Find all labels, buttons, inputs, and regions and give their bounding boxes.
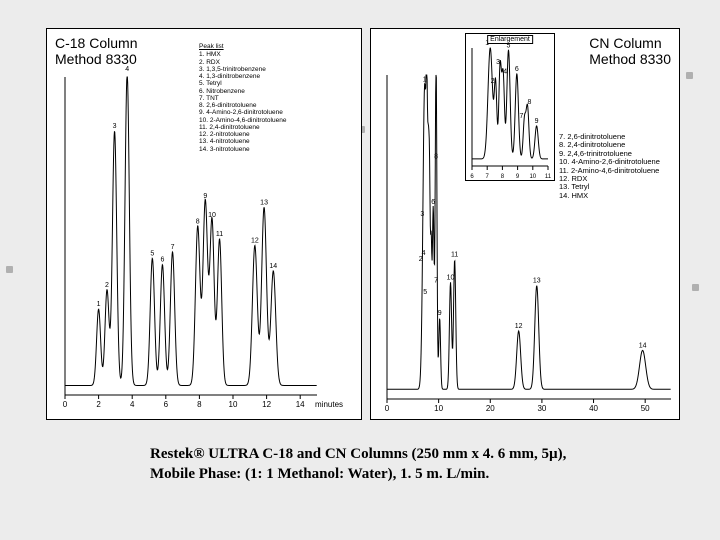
svg-text:9: 9 bbox=[438, 310, 442, 317]
svg-text:3: 3 bbox=[113, 123, 117, 130]
left-chart-title: C-18 Column Method 8330 bbox=[55, 35, 137, 67]
legend-item: 1. HMX bbox=[199, 51, 286, 58]
inset-header: Enlargement bbox=[487, 35, 533, 44]
svg-text:2: 2 bbox=[96, 400, 101, 409]
right-peak-legend: 7. 2,6-dinitrotoluene8. 2,4-dinitrotolue… bbox=[559, 133, 660, 200]
legend-item: 5. Tetryl bbox=[199, 80, 286, 87]
svg-text:3: 3 bbox=[496, 59, 500, 66]
svg-text:2: 2 bbox=[491, 78, 495, 85]
svg-text:7: 7 bbox=[171, 244, 175, 251]
left-peak-legend: Peak list 1. HMX2. RDX3. 1,3,5-trinitrob… bbox=[199, 43, 286, 153]
svg-text:10: 10 bbox=[229, 400, 238, 409]
bullet-decor bbox=[6, 266, 13, 273]
svg-text:40: 40 bbox=[589, 404, 598, 413]
legend-header: Peak list bbox=[199, 43, 286, 50]
svg-text:20: 20 bbox=[486, 404, 495, 413]
svg-text:10: 10 bbox=[529, 174, 536, 180]
svg-text:10: 10 bbox=[447, 274, 455, 281]
legend-item: 7. TNT bbox=[199, 95, 286, 102]
right-chart-title-l2: Method 8330 bbox=[589, 51, 671, 67]
svg-text:6: 6 bbox=[515, 66, 519, 73]
svg-text:30: 30 bbox=[537, 404, 546, 413]
legend-item: 6. Nitrobenzene bbox=[199, 88, 286, 95]
right-chart-title-l1: CN Column bbox=[589, 35, 671, 51]
bullet-decor bbox=[686, 72, 693, 79]
legend-item: 3. 1,3,5-trinitrobenzene bbox=[199, 66, 286, 73]
legend-item: 9. 4-Amino-2,6-dinitrotoluene bbox=[199, 109, 286, 116]
svg-text:11: 11 bbox=[451, 252, 458, 259]
svg-text:11: 11 bbox=[216, 231, 223, 238]
legend-item: 13. 4-nitrotoluene bbox=[199, 138, 286, 145]
legend-item: 11. 2,4-dinitrotoluene bbox=[199, 124, 286, 131]
bullet-decor bbox=[692, 284, 699, 291]
slide-caption: Restek® ULTRA C-18 and CN Columns (250 m… bbox=[150, 444, 650, 485]
svg-text:14: 14 bbox=[269, 263, 277, 270]
svg-text:12: 12 bbox=[262, 400, 271, 409]
svg-text:1: 1 bbox=[423, 77, 427, 84]
svg-text:8: 8 bbox=[501, 174, 505, 180]
svg-text:3: 3 bbox=[420, 211, 424, 218]
svg-text:8: 8 bbox=[197, 400, 202, 409]
svg-text:6: 6 bbox=[431, 199, 435, 206]
svg-text:minutes: minutes bbox=[315, 400, 343, 409]
svg-text:7: 7 bbox=[434, 278, 438, 285]
svg-text:6: 6 bbox=[164, 400, 169, 409]
svg-text:9: 9 bbox=[203, 193, 207, 200]
slide: C-18 Column Method 8330 Peak list 1. HMX… bbox=[0, 0, 720, 540]
svg-text:12: 12 bbox=[251, 238, 259, 245]
svg-text:5: 5 bbox=[150, 250, 154, 257]
legend-item: 14. 3-nitrotoluene bbox=[199, 146, 286, 153]
svg-text:2: 2 bbox=[105, 282, 109, 289]
svg-text:9: 9 bbox=[516, 174, 520, 180]
legend-item: 14. HMX bbox=[559, 192, 660, 200]
svg-text:5: 5 bbox=[423, 289, 427, 296]
svg-text:10: 10 bbox=[208, 212, 216, 219]
left-chart-title-l2: Method 8330 bbox=[55, 51, 137, 67]
svg-text:6: 6 bbox=[470, 174, 474, 180]
legend-item: 10. 2-Amino-4,6-dinitrotoluene bbox=[199, 117, 286, 124]
svg-text:13: 13 bbox=[260, 199, 268, 206]
inset-chromatogram-svg: 67891011123456789 bbox=[466, 34, 554, 180]
svg-text:6: 6 bbox=[160, 257, 164, 264]
svg-text:4: 4 bbox=[130, 400, 135, 409]
caption-line2: Mobile Phase: (1: 1 Methanol: Water), 1.… bbox=[150, 466, 489, 482]
svg-text:12: 12 bbox=[515, 323, 523, 330]
svg-text:8: 8 bbox=[434, 153, 438, 160]
inset-enlargement-panel: Enlargement 67891011123456789 bbox=[465, 33, 555, 181]
svg-text:0: 0 bbox=[385, 404, 390, 413]
svg-text:14: 14 bbox=[639, 342, 647, 349]
svg-text:11: 11 bbox=[545, 174, 552, 180]
svg-text:7: 7 bbox=[519, 113, 523, 120]
svg-text:1: 1 bbox=[97, 301, 101, 308]
svg-text:50: 50 bbox=[641, 404, 650, 413]
legend-item: 12. 2-nitrotoluene bbox=[199, 131, 286, 138]
legend-item: 4. 1,3-dinitrobenzene bbox=[199, 73, 286, 80]
right-chromatogram-panel: CN Column Method 8330 7. 2,6-dinitrotolu… bbox=[370, 28, 680, 420]
svg-text:7: 7 bbox=[486, 174, 490, 180]
caption-line1: Restek® ULTRA C-18 and CN Columns (250 m… bbox=[150, 446, 566, 462]
svg-text:14: 14 bbox=[296, 400, 305, 409]
svg-text:0: 0 bbox=[63, 400, 68, 409]
svg-text:8: 8 bbox=[196, 218, 200, 225]
svg-text:13: 13 bbox=[533, 278, 541, 285]
left-chromatogram-panel: C-18 Column Method 8330 Peak list 1. HMX… bbox=[46, 28, 362, 420]
svg-text:10: 10 bbox=[434, 404, 443, 413]
legend-item: 2. RDX bbox=[199, 59, 286, 66]
svg-text:4: 4 bbox=[422, 250, 426, 257]
legend-item: 8. 2,6-dinitrotoluene bbox=[199, 102, 286, 109]
right-chart-title: CN Column Method 8330 bbox=[589, 35, 671, 67]
svg-text:4: 4 bbox=[503, 68, 507, 75]
svg-text:8: 8 bbox=[528, 99, 532, 106]
svg-text:9: 9 bbox=[535, 118, 539, 125]
left-chart-title-l1: C-18 Column bbox=[55, 35, 137, 51]
